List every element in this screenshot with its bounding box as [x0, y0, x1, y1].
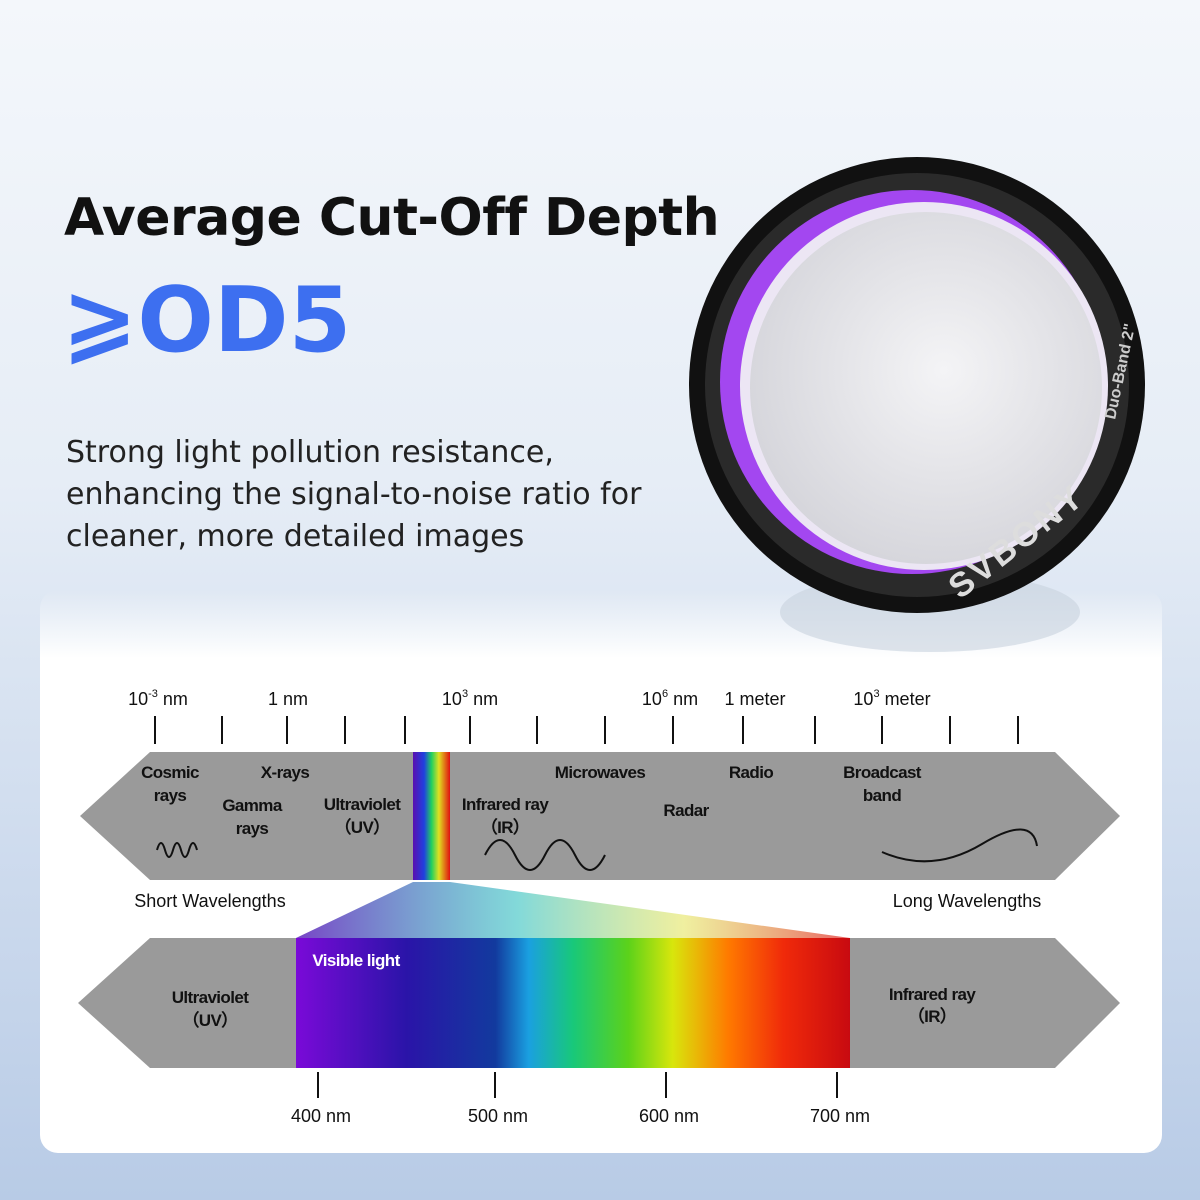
band-label: rays	[154, 786, 187, 805]
sup: 3	[462, 688, 468, 700]
line: cleaner, more detailed images	[66, 519, 525, 554]
rest: nm	[468, 689, 498, 709]
base: 10	[853, 689, 873, 709]
uv-label: （UV）	[182, 1010, 237, 1030]
ir-label: （IR）	[908, 1006, 957, 1026]
base: 1 nm	[268, 689, 308, 709]
nm-label: 700 nm	[810, 1106, 870, 1126]
band-label: band	[863, 786, 901, 805]
line: Strong light pollution resistance,	[66, 435, 554, 470]
line: enhancing the signal-to-noise ratio for	[66, 477, 642, 512]
band-label: （IR）	[481, 817, 530, 837]
band-label: rays	[236, 819, 269, 838]
band-label: X-rays	[261, 763, 310, 782]
band-label: Microwaves	[555, 763, 646, 782]
scale-label: 103 nm	[442, 688, 498, 709]
scale-label: 1 nm	[268, 689, 308, 709]
scale-label: 10-3 nm	[128, 688, 188, 709]
band-label: Infrared ray	[462, 795, 549, 814]
long-label: Long Wavelengths	[893, 891, 1041, 911]
rest: nm	[668, 689, 698, 709]
nm-label: 500 nm	[468, 1106, 528, 1126]
band-label: Gamma	[222, 796, 283, 815]
title: Average Cut-Off Depth	[64, 188, 720, 248]
ir-label: Infrared ray	[889, 985, 976, 1004]
rest: meter	[880, 689, 931, 709]
scale-label: 1 meter	[724, 689, 785, 709]
uv-label: Ultraviolet	[172, 988, 249, 1007]
rest: nm	[158, 689, 188, 709]
band-label: Cosmic	[141, 763, 199, 782]
highlight: ⩾OD5	[62, 268, 352, 373]
visible-title: Visible light	[312, 951, 400, 970]
base: 10	[128, 689, 148, 709]
short-label: Short Wavelengths	[134, 891, 285, 911]
nm-label: 600 nm	[639, 1106, 699, 1126]
scale-label: 106 nm	[642, 688, 698, 709]
band-label: Radar	[663, 801, 709, 820]
band-label: （UV）	[334, 817, 389, 837]
nm-label: 400 nm	[291, 1106, 351, 1126]
base: 1 meter	[724, 689, 785, 709]
sup: 3	[873, 688, 879, 700]
scale-label: 103 meter	[853, 688, 930, 709]
filter: SVBONY Duo-Band 2"	[689, 157, 1145, 652]
sup: 6	[662, 688, 668, 700]
base: 10	[442, 689, 462, 709]
base: 10	[642, 689, 662, 709]
description: Strong light pollution resistance, enhan…	[66, 432, 641, 558]
band-label: Ultraviolet	[324, 795, 401, 814]
sup: -3	[148, 688, 158, 700]
band-label: Broadcast	[843, 763, 922, 782]
band-label: Radio	[729, 763, 773, 782]
spectrum: 10-3 nm 1 nm 103 nm 106 nm 1 meter 103 meterC…	[78, 688, 1120, 1126]
